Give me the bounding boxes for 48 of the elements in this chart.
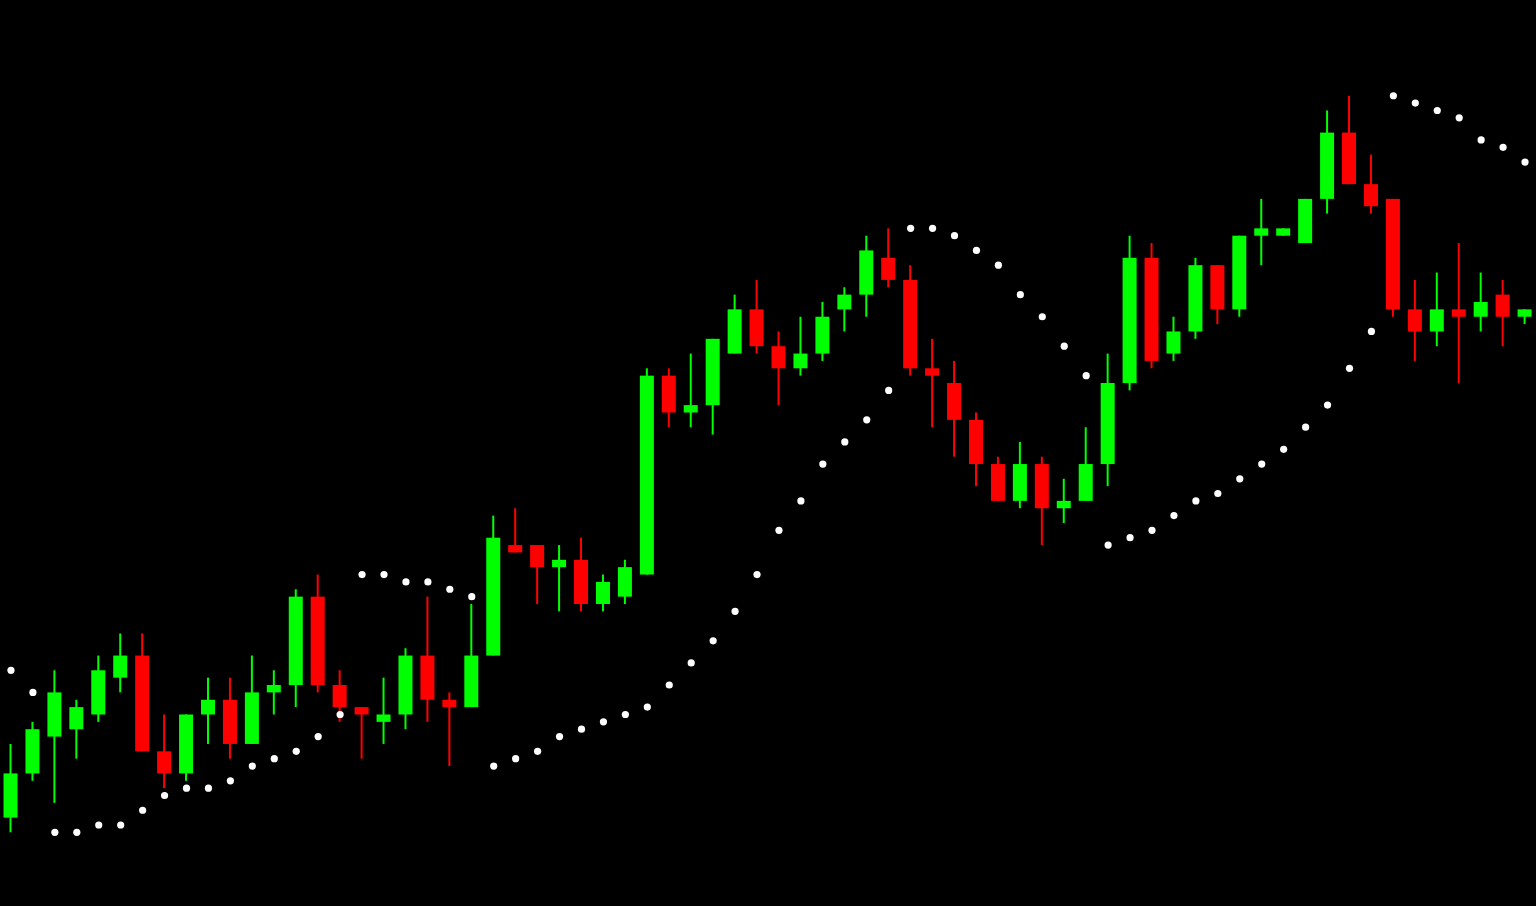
candlestick	[1210, 264, 1225, 326]
candlestick	[683, 352, 698, 429]
candlestick	[552, 544, 567, 613]
candlestick	[574, 536, 589, 613]
candlestick	[595, 573, 610, 613]
candlestick	[1166, 315, 1181, 362]
candlestick	[420, 595, 435, 723]
candlestick	[1056, 477, 1071, 524]
candlestick	[354, 706, 369, 760]
candlestick	[727, 293, 742, 355]
candlestick	[1451, 242, 1466, 385]
candlestick	[1078, 426, 1093, 502]
candlestick	[47, 669, 62, 804]
candlestick	[925, 337, 940, 429]
candlestick	[1363, 153, 1378, 215]
candlestick	[793, 315, 808, 377]
candlestick	[91, 654, 106, 723]
candlestick	[617, 558, 632, 605]
candlestick	[1407, 278, 1422, 362]
candlestick	[859, 234, 874, 318]
candlestick	[947, 359, 962, 458]
candlestick	[442, 691, 457, 768]
candlestick	[1034, 455, 1049, 547]
candlestick	[25, 720, 40, 782]
candlestick	[1429, 271, 1444, 348]
candlestick	[157, 713, 172, 790]
candlestick	[113, 632, 128, 694]
candlestick	[332, 669, 347, 723]
candlestick	[661, 367, 676, 429]
candlestick	[266, 669, 281, 716]
candlestick	[969, 411, 983, 488]
candlestick	[881, 227, 896, 289]
candlestick	[990, 455, 1005, 502]
candlestick	[508, 507, 523, 554]
candlestick	[771, 330, 786, 407]
candlestick	[1012, 440, 1027, 510]
candlestick	[69, 698, 84, 760]
candlestick	[1473, 271, 1488, 333]
candlestick	[376, 676, 391, 745]
candlestick	[222, 676, 237, 760]
candlestick	[1254, 197, 1269, 267]
candlestick	[530, 544, 545, 605]
candlestick	[1495, 278, 1510, 348]
candlestick	[3, 742, 18, 834]
candlestick	[201, 676, 215, 745]
candlestick	[815, 301, 830, 362]
candlestick	[749, 278, 764, 355]
candlestick	[837, 286, 852, 333]
